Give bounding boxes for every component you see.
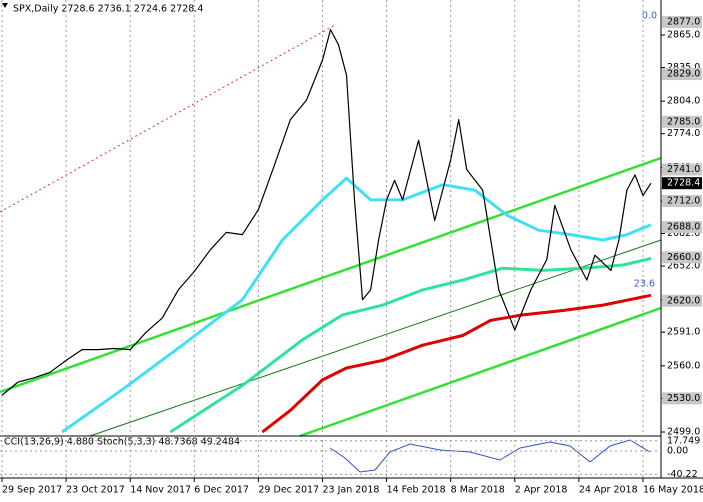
level-box: [662, 16, 702, 29]
level-box: [662, 194, 702, 207]
y-tick-label: 2835.0: [667, 62, 700, 73]
y-tick-label: 2865.0: [667, 30, 700, 41]
y-tick-label: 2774.0: [667, 128, 700, 139]
y-tick-label: 2804.0: [667, 96, 700, 107]
x-tick-label: 8 Mar 2018: [451, 485, 505, 496]
y-tick-label: 2560.0: [667, 360, 700, 371]
fibo-label: 23.6: [634, 279, 655, 290]
level-label: 2877.0: [667, 17, 700, 28]
level-label: 2829.0: [667, 69, 700, 80]
series-line: [1, 29, 652, 396]
level-box: [662, 68, 702, 81]
current-price-label: 2728.4: [667, 178, 700, 189]
indicator-label: CCI(13,26,9) 4.880 Stoch(5,3,3) 48.7368 …: [4, 437, 240, 448]
chart-header: SPX,Daily 2728.6 2736.1 2724.6 2728.4: [13, 4, 203, 15]
level-label: 2620.0: [667, 295, 700, 306]
level-box: [662, 251, 702, 264]
level-label: 2660.0: [667, 252, 700, 263]
menu-arrow: [2, 3, 8, 8]
y-tick-label: 2652.0: [667, 261, 700, 272]
level-box: [662, 115, 702, 128]
level-label: 2741.0: [667, 164, 700, 175]
x-tick-label: 24 Apr 2018: [579, 485, 638, 496]
current-price-box: [662, 177, 702, 190]
series-line: [169, 257, 652, 434]
series-line: [261, 293, 652, 434]
level-box: [662, 221, 702, 234]
x-tick-label: 29 Dec 2017: [258, 485, 319, 496]
fibo-label: 0.0: [642, 11, 657, 22]
x-tick-label: 23 Jan 2018: [322, 485, 379, 496]
x-tick-label: 23 Oct 2017: [66, 485, 125, 496]
level-label: 2688.0: [667, 222, 700, 233]
oscillator-line: [329, 439, 651, 473]
indicator-tick-label: 17.749: [667, 435, 700, 446]
trend-lines: [0, 24, 662, 438]
level-box: [662, 163, 702, 176]
x-tick-label: 14 Feb 2018: [387, 485, 446, 496]
level-box: [662, 392, 702, 405]
level-label: 2712.0: [667, 195, 700, 206]
x-tick-label: 6 Dec 2017: [194, 485, 249, 496]
y-tick-label: 2499.0: [667, 426, 700, 437]
x-tick-label: 2 Apr 2018: [515, 485, 568, 496]
level-label: 2785.0: [667, 116, 700, 127]
level-box: [662, 294, 702, 307]
y-tick-label: 2682.0: [667, 228, 700, 239]
indicator-tick-label: -40.22: [667, 469, 698, 480]
level-label: 2530.0: [667, 393, 700, 404]
indicator-tick-label: 0.00: [667, 446, 688, 457]
x-tick-label: 29 Sep 2017: [2, 485, 62, 496]
x-tick-label: 16 May 2018: [643, 485, 703, 496]
x-tick-label: 14 Nov 2017: [130, 485, 191, 496]
y-tick-label: 2591.0: [667, 327, 700, 338]
